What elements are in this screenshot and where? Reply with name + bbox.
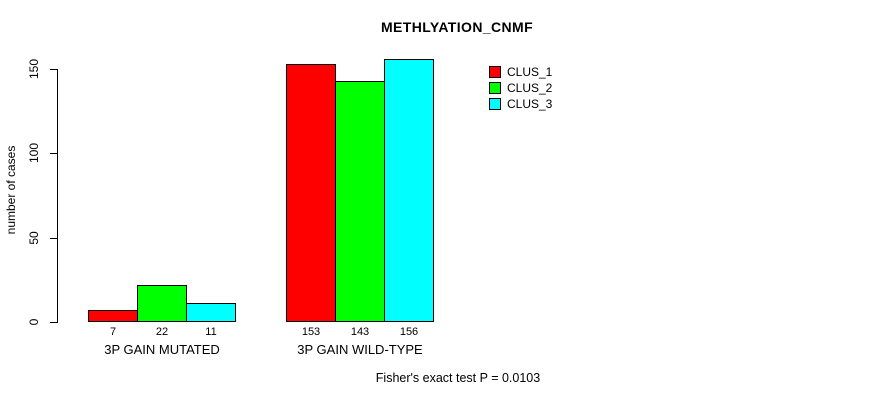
y-tick-mark [50,238,57,239]
legend-label: CLUS_2 [507,81,553,95]
bar-value-label: 153 [301,326,321,338]
y-axis-line [57,69,58,323]
bar-clus_2-group2 [335,81,385,322]
y-axis-label: number of cases [4,145,18,235]
y-tick-mark [50,153,57,154]
legend: CLUS_1 CLUS_2 CLUS_3 [489,64,552,112]
bar-clus_3-group1 [186,303,236,322]
bar-clus_1-group2 [286,64,336,322]
legend-row: CLUS_1 [489,64,552,80]
legend-label: CLUS_1 [507,65,553,79]
legend-swatch-clus_3 [489,98,501,110]
bar-clus_2-group1 [137,285,187,322]
legend-row: CLUS_2 [489,80,552,96]
y-tick-label: 150 [27,58,41,80]
y-tick-mark [50,322,57,323]
y-tick-label: 100 [27,142,41,164]
bar-clus_1-group1 [88,310,138,322]
chart-title: METHLYATION_CNMF [380,19,534,35]
legend-swatch-clus_2 [489,82,501,94]
group-label: 3P GAIN MUTATED [104,342,220,357]
y-tick-label: 0 [27,318,41,326]
bar-value-label: 143 [350,326,370,338]
bar-value-label: 156 [399,326,419,338]
bar-value-label: 7 [109,326,117,338]
annotation-text: Fisher's exact test P = 0.0103 [375,371,541,385]
y-tick-label: 50 [27,231,41,245]
bar-value-label: 22 [155,326,169,338]
group-label: 3P GAIN WILD-TYPE [297,342,423,357]
bar-value-label: 11 [205,326,217,338]
bar-clus_3-group2 [384,59,434,322]
legend-row: CLUS_3 [489,96,552,112]
y-tick-mark [50,69,57,70]
legend-label: CLUS_3 [507,97,553,111]
legend-swatch-clus_1 [489,66,501,78]
